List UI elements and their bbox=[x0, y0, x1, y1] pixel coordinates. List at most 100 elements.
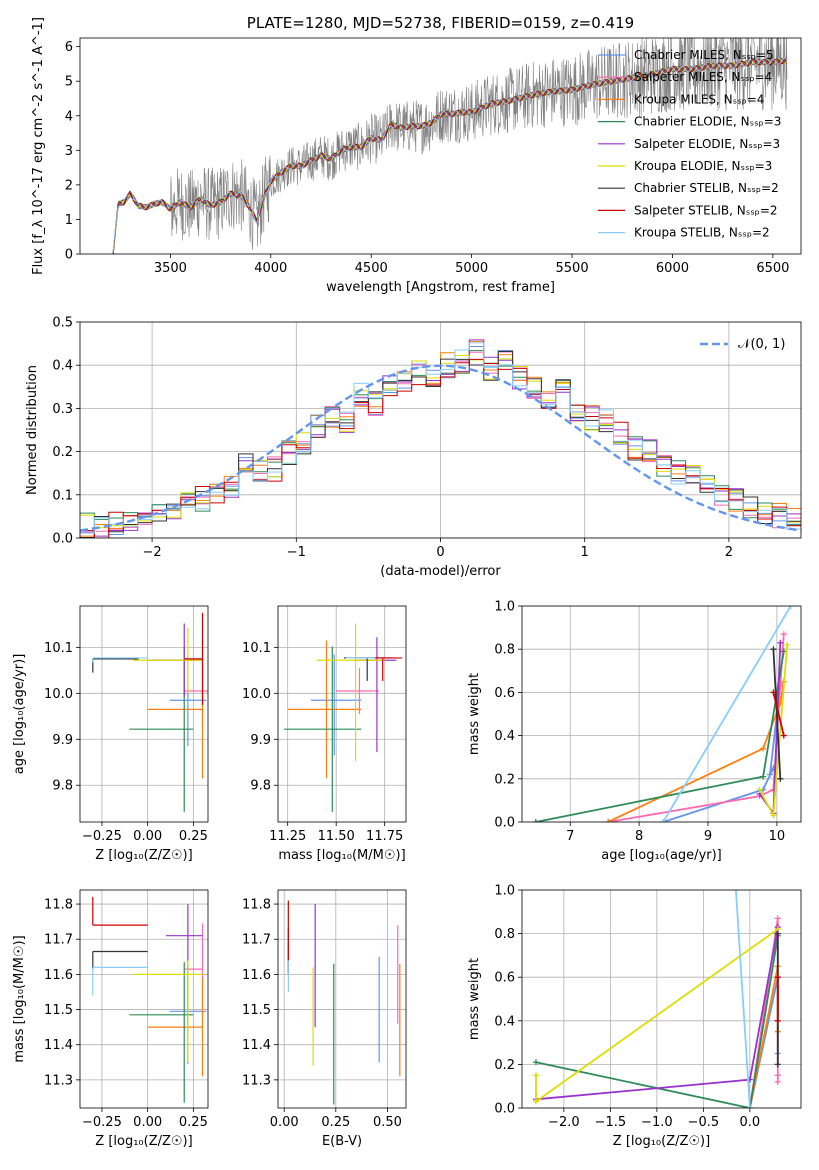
chart-0: 3500 4000 4500 5000 5500 6000 6500 0 1 2 3 4 5 6 wavel… bbox=[31, 14, 802, 295]
legend-label: Kroupa MILES, Nₛₛₚ=4 bbox=[634, 92, 764, 106]
x-tick-label: −1 bbox=[287, 545, 306, 560]
legend-label: Chabrier STELIB, Nₛₛₚ=2 bbox=[634, 181, 779, 195]
x-axis-label: (data-model)/error bbox=[380, 564, 501, 579]
legend-label: Kroupa STELIB, Nₛₛₚ=2 bbox=[634, 226, 770, 240]
weight-marker bbox=[774, 1072, 781, 1079]
y-tick-label: 11.6 bbox=[242, 968, 271, 983]
weight-marker bbox=[532, 1098, 539, 1105]
weight-marker bbox=[760, 745, 767, 752]
x-tick-label: −2 bbox=[143, 545, 162, 560]
y-tick-label: 0.0 bbox=[494, 816, 515, 831]
y-tick-label: 9.9 bbox=[52, 733, 73, 748]
legend-label: Salpeter STELIB, Nₛₛₚ=2 bbox=[634, 203, 778, 217]
model-line bbox=[112, 57, 787, 254]
legend-label: Kroupa ELODIE, Nₛₛₚ=3 bbox=[634, 159, 772, 173]
y-tick-label: 1 bbox=[65, 213, 73, 228]
plot-area-3 bbox=[278, 606, 406, 822]
weight-marker bbox=[760, 773, 767, 780]
y-tick-label: 9.9 bbox=[250, 733, 271, 748]
plot-area-6 bbox=[278, 890, 406, 1108]
y-tick-label: 0.2 bbox=[494, 1058, 515, 1073]
y-tick-label: 0.0 bbox=[52, 532, 73, 547]
axes-frame bbox=[277, 605, 407, 823]
x-tick-label: 5000 bbox=[455, 261, 488, 276]
y-tick-label: 0 bbox=[65, 248, 73, 263]
chart-1: −2 −1 0 1 2 0.0 0.1 0.2 0.3 0.4 0.5 (data-model)/er… bbox=[25, 316, 802, 579]
y-tick-label: 2 bbox=[65, 178, 73, 193]
histogram-step bbox=[80, 358, 801, 538]
normal-curve bbox=[80, 364, 801, 532]
weight-line bbox=[772, 649, 782, 779]
y-axis-label: age [log₁₀(age/yr)] bbox=[12, 654, 27, 775]
y-tick-label: 1.0 bbox=[494, 884, 515, 899]
weight-marker bbox=[780, 732, 787, 739]
x-tick-label: 8 bbox=[635, 829, 643, 844]
x-axis-label: mass [log₁₀(M/M☉)] bbox=[278, 848, 405, 863]
y-tick-label: 3 bbox=[65, 144, 73, 159]
weight-marker bbox=[746, 1105, 753, 1108]
y-tick-label: 11.8 bbox=[44, 898, 73, 913]
y-tick-label: 6 bbox=[65, 40, 73, 55]
y-tick-label: 11.4 bbox=[242, 1038, 271, 1053]
x-tick-label: −0.5 bbox=[688, 1115, 720, 1130]
axes-frame bbox=[79, 321, 802, 539]
x-tick-label: 0 bbox=[436, 545, 444, 560]
y-tick-label: 0.2 bbox=[52, 445, 73, 460]
x-axis-label: E(B-V) bbox=[322, 1134, 362, 1149]
weight-marker bbox=[770, 812, 777, 819]
weight-marker bbox=[774, 1017, 781, 1024]
weight-line bbox=[662, 606, 792, 822]
x-tick-label: 0.25 bbox=[179, 829, 208, 844]
y-tick-label: 10.1 bbox=[242, 641, 271, 656]
plot-area-7 bbox=[522, 890, 801, 1108]
x-tick-label: −0.25 bbox=[82, 1115, 122, 1130]
weight-marker bbox=[756, 786, 763, 793]
x-tick-label: 4000 bbox=[254, 261, 287, 276]
y-axis-label: Flux [f_λ 10^-17 erg cm^-2 s^-1 A^-1] bbox=[31, 17, 46, 275]
weight-marker bbox=[770, 646, 777, 653]
x-tick-label: 9 bbox=[704, 829, 712, 844]
y-axis-label: mass weight bbox=[467, 673, 482, 755]
legend: 𝒩(0, 1) bbox=[700, 337, 785, 352]
y-tick-label: 11.7 bbox=[242, 933, 271, 948]
x-tick-label: −0.25 bbox=[82, 829, 122, 844]
weight-marker bbox=[774, 915, 781, 922]
y-tick-label: 11.3 bbox=[242, 1073, 271, 1088]
y-tick-label: 0.2 bbox=[494, 772, 515, 787]
legend-label: 𝒩(0, 1) bbox=[738, 337, 785, 352]
weight-marker bbox=[732, 890, 739, 893]
weight-marker bbox=[532, 819, 539, 822]
y-tick-label: 1.0 bbox=[494, 600, 515, 615]
y-tick-label: 11.3 bbox=[44, 1073, 73, 1088]
x-tick-label: 4500 bbox=[355, 261, 388, 276]
chart-2: −0.25 0.00 0.25 9.8 9.9 10.0 10.1 Z [log₁₀(Z/Z☉… bbox=[12, 605, 209, 863]
x-tick-label: 0.00 bbox=[270, 1115, 299, 1130]
x-tick-label: 11.50 bbox=[318, 829, 355, 844]
x-tick-label: 5500 bbox=[556, 261, 589, 276]
y-tick-label: 0.4 bbox=[494, 1014, 515, 1029]
y-tick-label: 10.0 bbox=[44, 687, 73, 702]
weight-line bbox=[772, 692, 785, 736]
spectrum-data-line bbox=[112, 38, 788, 254]
x-tick-label: 6500 bbox=[756, 261, 789, 276]
y-tick-label: 0.8 bbox=[494, 643, 515, 658]
y-tick-label: 4 bbox=[65, 109, 73, 124]
weight-marker bbox=[780, 631, 787, 638]
weight-marker bbox=[774, 930, 781, 937]
y-tick-label: 0.6 bbox=[494, 686, 515, 701]
model-line bbox=[112, 57, 788, 252]
weight-marker bbox=[777, 775, 784, 782]
weight-line bbox=[535, 651, 785, 822]
x-tick-label: −1.0 bbox=[641, 1115, 673, 1130]
model-line bbox=[112, 57, 787, 253]
weight-marker bbox=[660, 819, 667, 822]
x-tick-label: 0.00 bbox=[133, 1115, 162, 1130]
legend-label: Chabrier MILES, Nₛₛₚ=5 bbox=[634, 48, 774, 62]
y-tick-label: 5 bbox=[65, 75, 73, 90]
x-tick-label: 10 bbox=[769, 829, 786, 844]
x-tick-label: 0.50 bbox=[373, 1115, 402, 1130]
x-tick-label: 2 bbox=[725, 545, 733, 560]
y-tick-label: 0.0 bbox=[494, 1102, 515, 1117]
y-axis-label: mass [log₁₀(M/M☉)] bbox=[12, 935, 27, 1062]
